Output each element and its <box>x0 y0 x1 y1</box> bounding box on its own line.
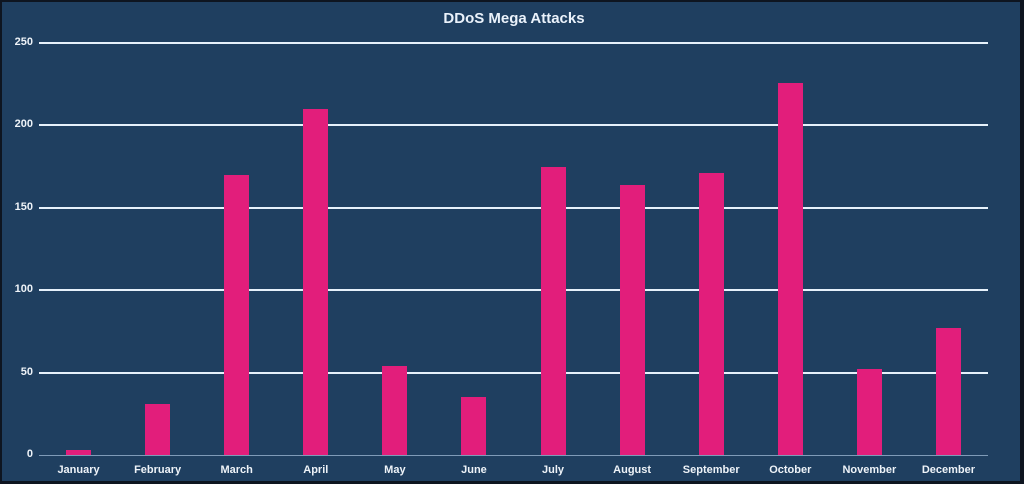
bar-february <box>145 403 171 455</box>
bar-july <box>540 166 566 455</box>
y-tick-label: 250 <box>14 36 33 48</box>
bar-september <box>698 173 724 455</box>
gridline <box>39 206 988 209</box>
gridline <box>39 124 988 127</box>
bar-december <box>935 328 961 455</box>
bar-may <box>382 366 408 455</box>
bar-june <box>461 397 487 455</box>
y-tick-label: 50 <box>20 365 33 378</box>
y-tick-label: 150 <box>14 200 33 213</box>
x-tick-label: February <box>134 464 182 476</box>
x-axis-line <box>39 455 988 456</box>
y-tick-label: 0 <box>26 448 33 460</box>
bar-october <box>777 82 803 455</box>
plot-area: 0 50 100 150 200 250 January February March April… <box>15 36 988 476</box>
bar-april <box>303 108 329 455</box>
x-tick-label: May <box>384 464 406 476</box>
gridline <box>39 289 988 292</box>
x-tick-label: March <box>220 464 253 476</box>
bar-november <box>856 369 882 455</box>
gridline <box>39 371 988 374</box>
x-tick-label: October <box>769 464 812 476</box>
x-tick-label: July <box>542 464 565 476</box>
x-tick-label: September <box>682 464 740 476</box>
bar-march <box>224 174 250 455</box>
x-tick-label: December <box>921 464 976 476</box>
bar-august <box>619 184 645 455</box>
gridline <box>39 42 988 44</box>
x-tick-label: November <box>842 464 897 476</box>
x-tick-label: January <box>57 464 100 476</box>
y-tick-label: 200 <box>14 118 33 131</box>
y-tick-label: 100 <box>14 283 33 296</box>
bar-january <box>66 450 92 455</box>
x-tick-label: April <box>303 464 329 476</box>
x-tick-label: June <box>461 464 487 476</box>
x-tick-label: August <box>613 464 652 476</box>
chart-title: DDoS Mega Attacks <box>443 10 585 27</box>
